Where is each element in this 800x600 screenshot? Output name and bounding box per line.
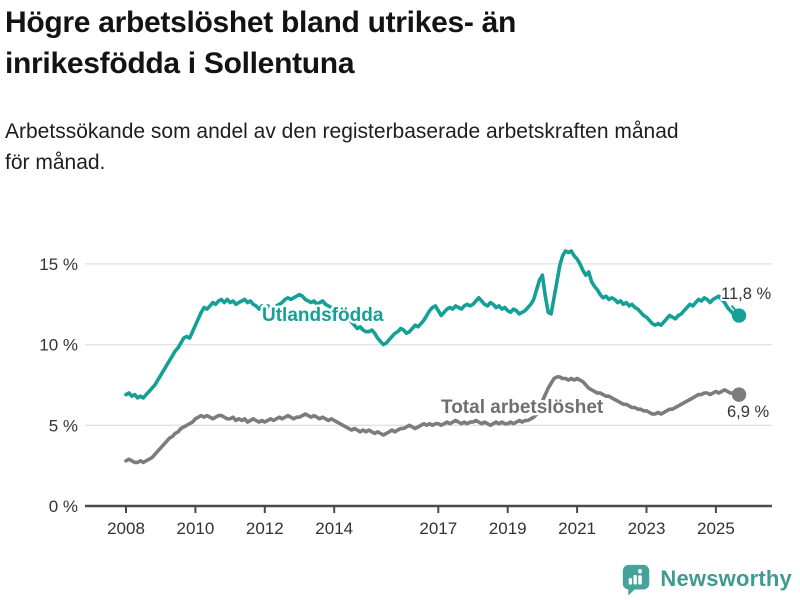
y-axis-label: 15 % bbox=[39, 255, 78, 274]
series-end-value-utlandsfodda: 11,8 % bbox=[721, 285, 771, 303]
series-end-dot-utlandsfodda bbox=[731, 308, 747, 323]
x-axis-label: 2008 bbox=[107, 519, 145, 538]
logo-bar-2 bbox=[633, 574, 638, 585]
page-subtitle: Arbetssökande som andel av den registerb… bbox=[5, 120, 679, 174]
series-end-value-total: 6,9 % bbox=[727, 403, 770, 421]
x-axis-label: 2021 bbox=[558, 519, 596, 538]
newsworthy-logo[interactable]: Newsworthy bbox=[621, 561, 792, 597]
x-axis-label: 2014 bbox=[315, 519, 353, 538]
y-axis-label: 5 % bbox=[49, 416, 78, 435]
logo-exclamation-dot bbox=[638, 568, 643, 573]
x-axis-label: 2012 bbox=[246, 519, 284, 538]
x-axis-label: 2010 bbox=[176, 519, 214, 538]
page-title: Högre arbetslöshet bland utrikes- än inr… bbox=[5, 6, 516, 80]
x-axis-label: 2023 bbox=[628, 519, 666, 538]
logo-exclamation-bar bbox=[638, 574, 643, 585]
x-axis-label: 2017 bbox=[419, 519, 457, 538]
logo-bubble-tail bbox=[628, 587, 637, 595]
series-line-total bbox=[124, 375, 741, 465]
y-axis-label: 10 % bbox=[39, 336, 78, 355]
series-label-utlandsfodda: Utlandsfödda bbox=[262, 305, 384, 326]
line-chart: 0 % 5 % 10 % 15 % 2008 2010 2012 2014 2017 2019 20… bbox=[39, 249, 773, 538]
bar-chart-speech-bubble-icon bbox=[623, 564, 650, 595]
series-label-total: Total arbetslöshet bbox=[441, 397, 604, 418]
newsworthy-wordmark: Newsworthy bbox=[660, 566, 792, 591]
series-line-utlandsfodda bbox=[124, 249, 741, 400]
series-end-dot-total bbox=[731, 387, 747, 402]
y-axis-label: 0 % bbox=[49, 497, 78, 516]
logo-bar-1 bbox=[629, 577, 633, 585]
x-axis-label: 2025 bbox=[697, 519, 735, 538]
x-axis-label: 2019 bbox=[489, 519, 527, 538]
